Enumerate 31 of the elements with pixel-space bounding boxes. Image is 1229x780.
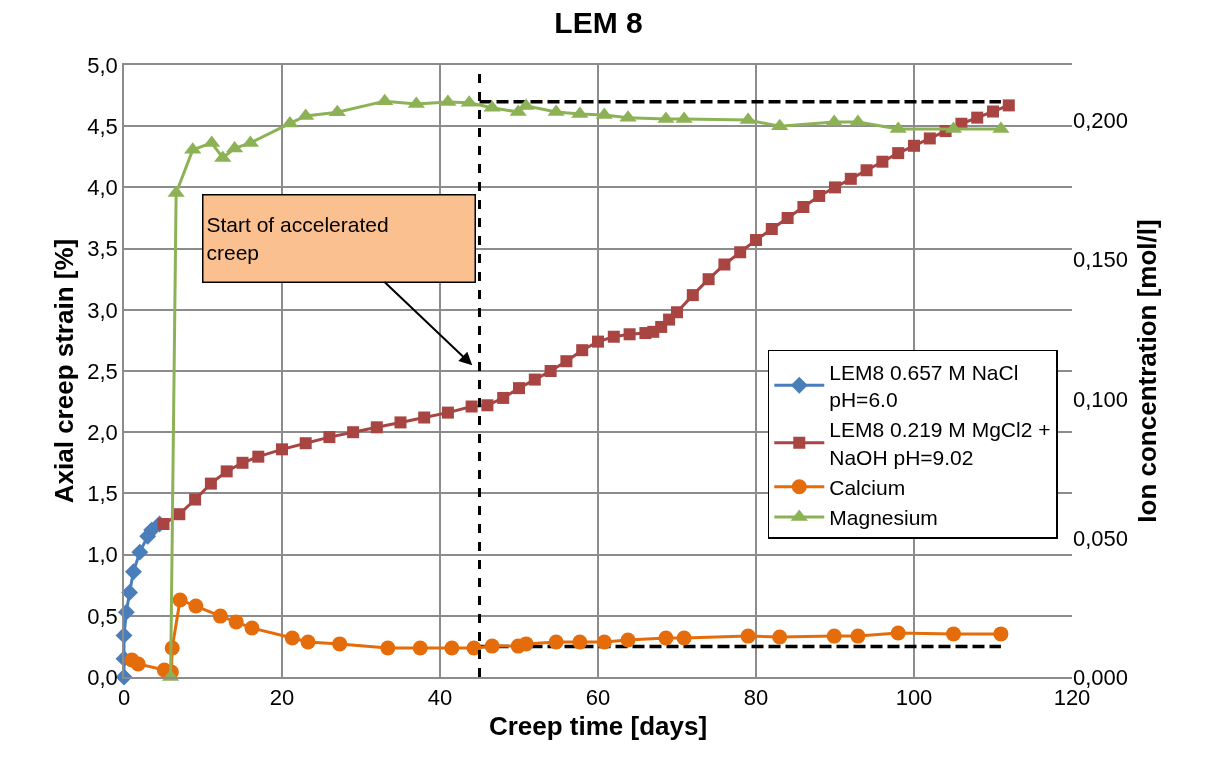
y-tick-label: 2,0 [87, 419, 118, 445]
x-tick-label: 0 [117, 685, 131, 711]
legend-label: Magnesium [829, 506, 938, 530]
y2-tick-label: 0,100 [1073, 386, 1129, 412]
y-tick-label: 2,5 [87, 358, 118, 384]
y-tick-label: 4,5 [87, 113, 118, 139]
y-tick-label: 0,0 [87, 664, 118, 690]
x-tick-label: 20 [269, 685, 295, 711]
y-tick-label: 3,5 [87, 236, 118, 262]
y-tick-label: 4,0 [87, 175, 118, 201]
y2-tick-label: 0,050 [1073, 525, 1129, 551]
y-tick-label: 0,5 [87, 603, 118, 629]
y2-tick-label: 0,000 [1073, 664, 1129, 690]
x-tick-label: 100 [895, 685, 933, 711]
x-tick-label: 80 [743, 685, 769, 711]
y-tick-label: 5,0 [87, 52, 118, 78]
y2-tick-label: 0,150 [1073, 247, 1129, 273]
x-axis-title: Creep time [days] [488, 711, 708, 742]
y-tick-label: 3,0 [87, 297, 118, 323]
y-axis-title: Axial creep strain [%] [49, 238, 80, 504]
x-tick-label: 40 [427, 685, 453, 711]
y-tick-label: 1,5 [87, 481, 118, 507]
legend-label: Calcium [829, 475, 906, 499]
y2-axis-title: Ion concentration [mol/l] [1131, 219, 1162, 523]
x-tick-label: 60 [585, 685, 611, 711]
annotation: Start of accelerated creep [206, 213, 389, 264]
legend-label: LEM8 0.657 M NaCl pH=6.0 [829, 360, 1019, 412]
y2-tick-label: 0,200 [1073, 108, 1129, 134]
chart-title: LEM 8 [554, 5, 643, 39]
legend-label: LEM8 0.219 M MgCl2 + NaOH pH=9.02 [829, 418, 1051, 469]
y-tick-label: 1,0 [87, 542, 118, 568]
